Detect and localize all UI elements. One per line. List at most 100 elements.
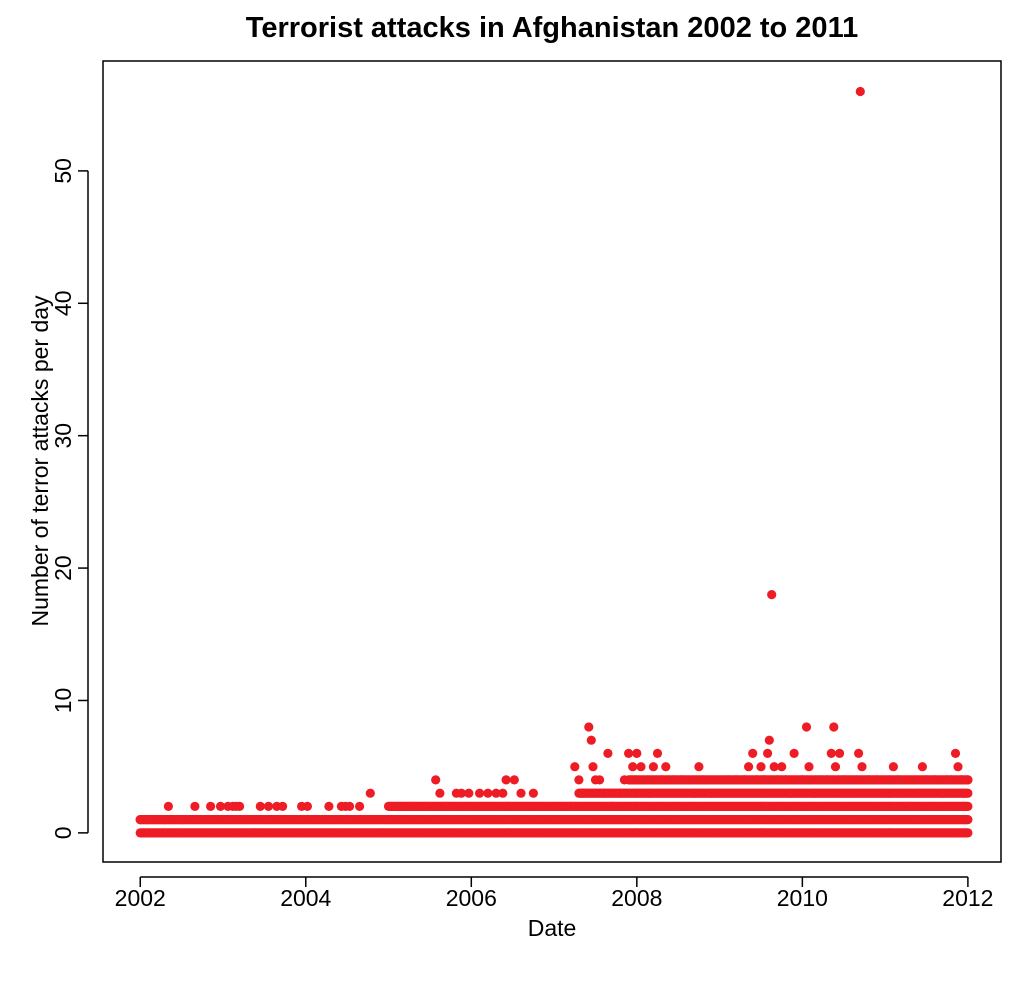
data-point <box>278 801 288 812</box>
data-point <box>706 788 716 798</box>
data-point <box>913 788 923 798</box>
data-point <box>491 788 501 798</box>
data-point <box>574 775 584 785</box>
data-point <box>748 748 758 759</box>
data-point <box>586 735 596 745</box>
data-point <box>897 788 907 798</box>
data-point <box>345 801 355 812</box>
data-point <box>739 775 750 785</box>
data-point <box>263 801 274 812</box>
data-point <box>723 775 733 785</box>
y-tick-label: 50 <box>50 158 76 184</box>
y-tick-label: 30 <box>50 423 76 449</box>
data-point <box>857 762 867 772</box>
data-point <box>950 748 961 759</box>
data-point <box>864 775 874 785</box>
data-point <box>584 722 594 732</box>
data-point <box>160 815 170 825</box>
data-point <box>456 788 466 798</box>
data-point <box>789 748 799 759</box>
data-point <box>822 775 832 785</box>
data-point <box>661 762 671 772</box>
x-tick-label: 2012 <box>942 885 993 911</box>
data-point <box>177 815 187 825</box>
data-point <box>756 762 766 772</box>
data-point <box>599 788 609 798</box>
data-point <box>690 788 700 798</box>
y-tick-label: 40 <box>50 290 76 316</box>
data-point <box>431 775 441 785</box>
data-point <box>769 762 779 772</box>
data-point <box>588 762 598 772</box>
data-point <box>636 762 646 772</box>
data-point <box>435 788 445 798</box>
data-point <box>785 788 795 798</box>
y-axis-title: Number of terror attacks per day <box>27 295 53 627</box>
data-point <box>872 775 882 785</box>
data-points <box>135 86 973 838</box>
data-point <box>731 775 741 785</box>
data-point <box>652 748 663 759</box>
data-point <box>206 801 216 812</box>
data-point <box>963 775 973 785</box>
data-point <box>603 748 613 759</box>
data-point <box>963 815 973 825</box>
data-point <box>509 775 519 785</box>
x-tick-label: 2010 <box>777 885 828 911</box>
y-axis: 0 10 20 30 40 50 <box>50 158 89 839</box>
data-point <box>760 775 770 785</box>
data-point <box>694 762 704 772</box>
data-point <box>892 775 903 785</box>
data-point <box>578 788 588 798</box>
data-point <box>355 801 365 812</box>
data-point <box>781 775 791 785</box>
data-point <box>851 775 861 785</box>
data-point <box>619 775 630 785</box>
data-point <box>797 775 808 785</box>
data-point <box>464 788 474 798</box>
data-point <box>624 748 634 759</box>
x-tick-label: 2006 <box>446 885 497 911</box>
data-point <box>669 775 679 785</box>
chart-title: Terrorist attacks in Afghanistan 2002 to… <box>246 12 858 44</box>
x-tick-label: 2008 <box>611 885 662 911</box>
data-point <box>946 775 956 785</box>
y-tick-label: 10 <box>50 688 76 714</box>
data-point <box>752 775 762 785</box>
data-point <box>365 788 375 798</box>
data-point <box>764 735 774 745</box>
data-point <box>801 722 812 732</box>
data-point <box>888 762 899 772</box>
x-tick-label: 2004 <box>280 885 331 911</box>
data-point <box>498 788 508 798</box>
plot-area-frame <box>102 60 1002 863</box>
data-point <box>938 788 948 798</box>
data-point <box>763 748 773 759</box>
data-point <box>235 801 245 812</box>
data-point <box>408 801 418 812</box>
data-point <box>843 788 853 798</box>
data-point <box>810 788 820 798</box>
data-point <box>215 801 226 812</box>
data-point <box>744 762 754 772</box>
data-point <box>826 748 836 759</box>
data-point <box>628 762 638 772</box>
x-axis: 2002 2004 2006 2008 2010 2012 <box>115 876 993 911</box>
data-point <box>566 801 576 812</box>
data-point <box>516 788 526 798</box>
data-point <box>607 801 617 812</box>
data-point <box>632 748 642 759</box>
data-point <box>595 775 605 785</box>
data-point <box>421 801 431 812</box>
data-point <box>959 788 969 798</box>
data-point <box>501 775 511 785</box>
data-point <box>163 801 173 812</box>
data-point <box>777 762 787 772</box>
data-point <box>648 762 659 772</box>
data-point <box>715 788 725 798</box>
data-point <box>767 590 777 600</box>
data-point <box>921 775 932 785</box>
data-point <box>917 762 928 772</box>
data-point <box>804 762 814 772</box>
